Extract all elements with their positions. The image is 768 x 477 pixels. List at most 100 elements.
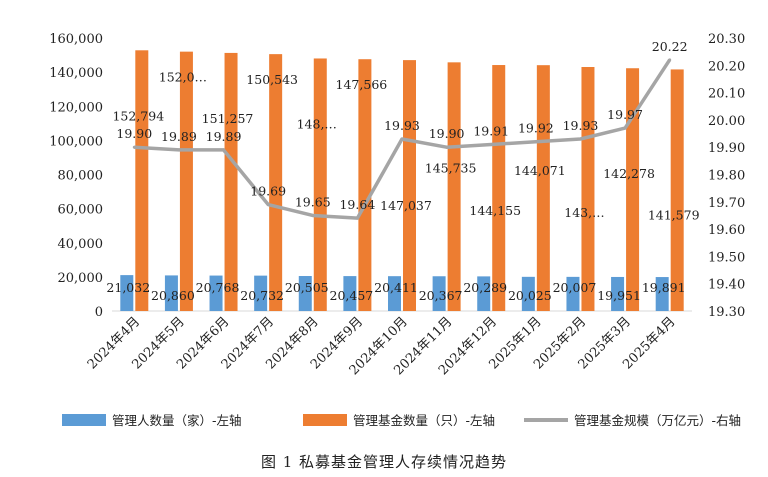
left-axis: 0 20,000 40,000 60,000 80,000 100,000 120,000 1… bbox=[49, 32, 103, 320]
label-funds: 147,566 bbox=[336, 77, 388, 92]
x-axis-ticks: 2024年4月2024年5月2024年6月2024年7月2024年8月2024年… bbox=[85, 314, 679, 378]
right-axis-tick-label: 19.50 bbox=[708, 250, 745, 265]
bar-managers bbox=[611, 276, 625, 311]
label-scale: 19.93 bbox=[563, 118, 599, 133]
left-axis-tick-label: 20,000 bbox=[58, 271, 104, 286]
scale-point bbox=[534, 140, 538, 144]
bar-funds bbox=[358, 59, 372, 311]
bar-managers bbox=[655, 277, 669, 311]
bar-funds bbox=[447, 62, 461, 311]
legend-swatch-managers bbox=[62, 414, 106, 426]
bar-managers bbox=[521, 276, 535, 311]
legend-label-funds: 管理基金数量（只）-左轴 bbox=[353, 413, 495, 428]
scale-point bbox=[311, 213, 315, 217]
label-funds: 152,0… bbox=[159, 70, 207, 85]
scale-point bbox=[177, 148, 181, 152]
label-managers: 21,032 bbox=[106, 280, 150, 295]
label-managers: 19,951 bbox=[597, 288, 641, 303]
label-managers: 20,457 bbox=[330, 288, 374, 303]
label-managers: 20,289 bbox=[463, 280, 507, 295]
legend-label-managers: 管理人数量（家）-左轴 bbox=[112, 413, 242, 428]
bar-funds bbox=[492, 65, 506, 312]
figure-caption: 图 1 私募基金管理人存续情况趋势 bbox=[261, 453, 507, 471]
bar-managers bbox=[566, 276, 580, 311]
label-scale: 19.93 bbox=[384, 118, 420, 133]
label-funds: 141,579 bbox=[648, 207, 700, 222]
label-funds: 143,… bbox=[564, 205, 604, 220]
bar-funds bbox=[626, 68, 640, 311]
label-scale: 19.91 bbox=[473, 123, 509, 138]
left-axis-tick-label: 160,000 bbox=[49, 32, 103, 47]
label-scale: 20.22 bbox=[652, 39, 688, 54]
label-funds: 148,… bbox=[297, 116, 337, 131]
label-funds: 150,543 bbox=[246, 72, 298, 87]
right-axis-tick-label: 19.90 bbox=[708, 141, 745, 156]
label-scale: 19.69 bbox=[250, 184, 286, 199]
right-axis-tick-label: 20.10 bbox=[708, 87, 745, 102]
bar-managers bbox=[209, 275, 223, 311]
legend-swatch-funds bbox=[303, 414, 347, 426]
label-managers: 20,025 bbox=[508, 288, 552, 303]
bar-managers bbox=[477, 276, 491, 311]
bar-managers bbox=[343, 276, 357, 311]
label-scale: 19.92 bbox=[518, 121, 554, 136]
left-axis-tick-label: 0 bbox=[95, 305, 103, 320]
bar-funds bbox=[269, 54, 283, 311]
label-managers: 20,505 bbox=[285, 280, 329, 295]
scale-point bbox=[578, 137, 582, 141]
scale-point bbox=[489, 142, 493, 146]
right-axis-tick-label: 19.30 bbox=[708, 305, 745, 320]
label-scale: 19.90 bbox=[116, 126, 152, 141]
label-scale: 19.64 bbox=[339, 197, 375, 212]
left-axis-tick-label: 60,000 bbox=[58, 203, 104, 218]
right-axis-tick-label: 19.60 bbox=[708, 223, 745, 238]
label-funds: 145,735 bbox=[425, 160, 477, 175]
scale-point bbox=[668, 58, 672, 62]
label-funds: 151,257 bbox=[202, 111, 254, 126]
label-managers: 20,732 bbox=[240, 288, 284, 303]
bar-funds bbox=[581, 67, 595, 311]
left-axis-tick-label: 140,000 bbox=[49, 66, 103, 81]
scale-point bbox=[445, 145, 449, 149]
bar-managers bbox=[388, 276, 401, 311]
bar-managers bbox=[254, 275, 268, 311]
left-axis-tick-label: 100,000 bbox=[49, 134, 103, 149]
data-labels: 21,032 152,794 19.90 20,860 152,0… 19.89 20,76… bbox=[106, 39, 699, 303]
left-axis-tick-label: 120,000 bbox=[49, 100, 103, 115]
label-managers: 20,768 bbox=[196, 280, 240, 295]
label-funds: 144,155 bbox=[469, 203, 521, 218]
right-axis-tick-label: 20.20 bbox=[708, 59, 745, 74]
right-axis-tick-label: 19.70 bbox=[708, 196, 745, 211]
bar-funds bbox=[179, 51, 193, 312]
right-axis: 19.30 19.40 19.50 19.60 19.70 19.80 19.90 20.00… bbox=[708, 32, 745, 320]
right-axis-tick-label: 19.80 bbox=[708, 169, 745, 184]
bars bbox=[112, 50, 692, 312]
bar-funds bbox=[135, 50, 149, 312]
bar-managers bbox=[298, 276, 312, 311]
bar-funds bbox=[670, 69, 684, 311]
bar-funds bbox=[403, 60, 416, 311]
label-scale: 19.90 bbox=[429, 126, 465, 141]
scale-point bbox=[623, 126, 627, 130]
label-scale: 19.97 bbox=[607, 107, 643, 122]
label-managers: 20,007 bbox=[553, 280, 597, 295]
right-axis-tick-label: 20.30 bbox=[708, 32, 745, 47]
right-axis-tick-label: 19.40 bbox=[708, 278, 745, 293]
legend-label-scale: 管理基金规模（万亿元）-右轴 bbox=[574, 413, 741, 428]
label-managers: 20,860 bbox=[151, 288, 195, 303]
scale-point bbox=[132, 145, 136, 149]
label-managers: 20,411 bbox=[374, 280, 418, 295]
legend: 管理人数量（家）-左轴 管理基金数量（只）-左轴 管理基金规模（万亿元）-右轴 bbox=[62, 413, 741, 428]
label-scale: 19.89 bbox=[206, 129, 242, 144]
scale-point bbox=[266, 203, 270, 207]
label-funds: 147,037 bbox=[380, 198, 432, 213]
label-managers: 20,367 bbox=[419, 288, 463, 303]
bar-managers bbox=[432, 276, 446, 311]
scale-point bbox=[355, 216, 359, 220]
bar-funds bbox=[536, 65, 550, 311]
scale-point bbox=[222, 148, 226, 152]
right-axis-tick-label: 20.00 bbox=[708, 114, 745, 129]
left-axis-tick-label: 40,000 bbox=[58, 237, 104, 252]
label-funds: 142,278 bbox=[603, 166, 655, 181]
